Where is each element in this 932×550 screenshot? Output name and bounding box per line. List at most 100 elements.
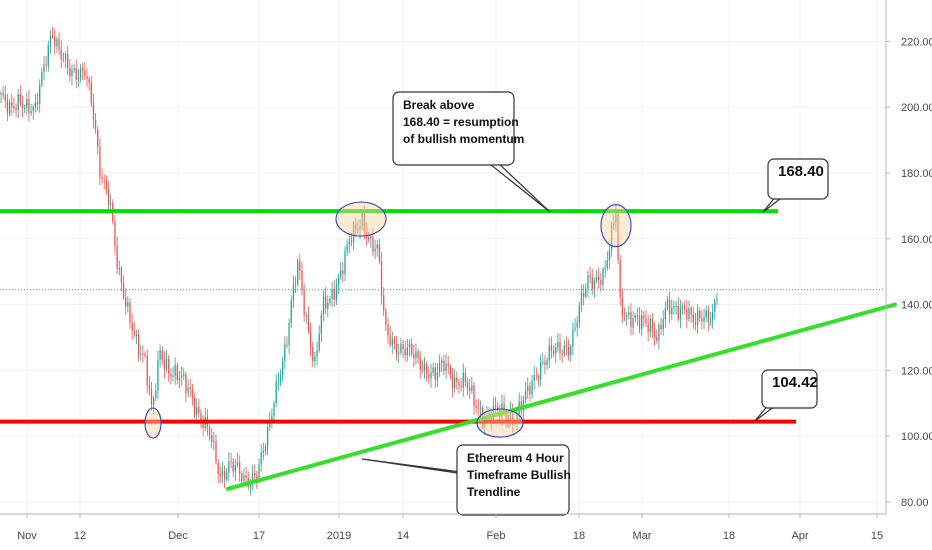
candle-body bbox=[447, 363, 449, 367]
candle-body bbox=[469, 387, 471, 391]
candle-body bbox=[249, 482, 252, 488]
candle-body bbox=[555, 347, 557, 354]
candle-body bbox=[357, 228, 359, 230]
candle-body bbox=[49, 36, 52, 46]
candle-body bbox=[703, 317, 705, 322]
candle-body bbox=[501, 403, 503, 417]
candle-body bbox=[62, 59, 64, 61]
resistance-annotation: Break above 168.40 = resumption of bullish… bbox=[392, 91, 551, 213]
candle-body bbox=[118, 267, 120, 269]
candle-body bbox=[417, 351, 419, 359]
candle-body bbox=[327, 302, 329, 309]
y-tick-label: 180.00 bbox=[901, 168, 932, 180]
candle-body bbox=[198, 407, 200, 414]
candle-body bbox=[669, 299, 671, 315]
candle-body bbox=[623, 315, 626, 317]
candle-body bbox=[4, 95, 6, 101]
candle-body bbox=[202, 421, 204, 429]
candle-body bbox=[245, 475, 247, 478]
candle-body bbox=[13, 106, 15, 109]
candle-body bbox=[288, 322, 290, 346]
candle-body bbox=[638, 316, 641, 329]
candle-body bbox=[466, 382, 469, 388]
x-tick-label: Dec bbox=[168, 530, 188, 542]
candle-body bbox=[578, 305, 580, 323]
x-tick-label: 18 bbox=[573, 530, 585, 542]
y-tick-label: 120.00 bbox=[901, 365, 932, 377]
candle-body bbox=[129, 302, 131, 323]
candle-body bbox=[34, 101, 37, 107]
candle-body bbox=[600, 280, 602, 285]
candle-body bbox=[419, 358, 421, 370]
candle-body bbox=[241, 473, 243, 481]
x-tick-label: Apr bbox=[791, 530, 808, 542]
candle-body bbox=[137, 334, 140, 355]
support-price-label-fill bbox=[763, 371, 816, 407]
candle-body bbox=[243, 475, 245, 481]
candle-body bbox=[378, 244, 381, 261]
resistance-annotation-text-line: of bullish momentum bbox=[403, 132, 524, 146]
candle-body bbox=[527, 385, 529, 391]
candle-body bbox=[58, 39, 60, 50]
candle-body bbox=[475, 405, 477, 408]
candle-body bbox=[140, 353, 142, 355]
candle-body bbox=[24, 107, 26, 109]
x-tick-label: Mar bbox=[633, 530, 652, 542]
candle-body bbox=[391, 338, 393, 346]
candle-body bbox=[471, 385, 473, 391]
candle-body bbox=[666, 299, 669, 309]
support-price-label: 104.42 bbox=[754, 369, 818, 422]
candle-body bbox=[277, 381, 279, 383]
candle-body bbox=[8, 102, 11, 114]
candle-body bbox=[2, 93, 4, 96]
y-tick-label: 160.00 bbox=[901, 234, 932, 246]
candle-body bbox=[576, 322, 578, 328]
candle-body bbox=[155, 390, 157, 398]
candle-body bbox=[316, 350, 318, 357]
candle-body bbox=[411, 343, 413, 354]
candle-body bbox=[694, 322, 697, 325]
candle-body bbox=[0, 93, 2, 95]
x-tick-label: 18 bbox=[723, 530, 735, 542]
candle-body bbox=[636, 315, 639, 317]
candle-body bbox=[28, 98, 30, 114]
candle-body bbox=[707, 310, 709, 323]
candle-body bbox=[383, 295, 385, 311]
candle-body bbox=[675, 305, 677, 307]
candle-body bbox=[608, 250, 611, 261]
candle-body bbox=[540, 361, 542, 379]
candle-body bbox=[333, 289, 335, 300]
candle-body bbox=[589, 275, 591, 278]
candle-body bbox=[415, 351, 417, 359]
candle-body bbox=[591, 277, 593, 289]
candle-body bbox=[653, 331, 656, 338]
candle-body bbox=[153, 397, 155, 405]
candle-body bbox=[621, 297, 623, 316]
candle-body bbox=[230, 460, 232, 462]
candle-body bbox=[299, 260, 301, 272]
resistance-annotation-fill bbox=[394, 93, 513, 164]
candle-body bbox=[88, 78, 90, 83]
candle-body bbox=[402, 343, 404, 350]
candle-body bbox=[322, 296, 325, 315]
x-tick-label: Nov bbox=[17, 530, 37, 542]
candle-body bbox=[297, 260, 299, 285]
x-tick-label: Feb bbox=[487, 530, 506, 542]
candle-body bbox=[462, 372, 464, 388]
candle-body bbox=[445, 363, 447, 372]
candle-body bbox=[239, 462, 241, 474]
candle-body bbox=[404, 349, 406, 356]
candle-body bbox=[451, 375, 454, 389]
candle-body bbox=[165, 358, 168, 370]
candle-body bbox=[430, 372, 432, 379]
candle-body bbox=[423, 363, 426, 371]
candle-body bbox=[200, 413, 202, 422]
candle-body bbox=[97, 129, 99, 147]
candle-body bbox=[662, 319, 664, 330]
candle-body bbox=[643, 315, 645, 319]
candle-body bbox=[208, 426, 211, 436]
candle-body bbox=[368, 238, 370, 240]
candle-body bbox=[524, 390, 527, 400]
candle-body bbox=[101, 177, 103, 180]
